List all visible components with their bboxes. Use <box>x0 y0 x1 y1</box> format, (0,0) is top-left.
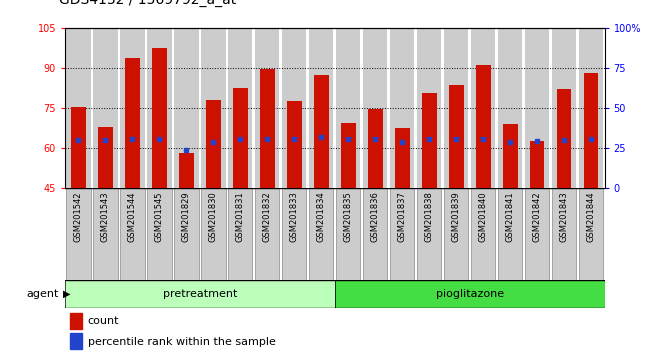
Bar <box>70 333 83 349</box>
Text: GSM201839: GSM201839 <box>452 191 461 242</box>
Bar <box>148 28 172 188</box>
Bar <box>202 28 226 188</box>
Bar <box>476 65 491 188</box>
Text: percentile rank within the sample: percentile rank within the sample <box>88 337 276 347</box>
Bar <box>335 280 604 308</box>
Bar <box>282 28 306 188</box>
Text: GSM201840: GSM201840 <box>478 191 488 242</box>
Bar <box>94 188 118 280</box>
Bar <box>287 101 302 188</box>
Bar <box>552 188 576 280</box>
Text: GSM201844: GSM201844 <box>586 191 595 242</box>
Bar <box>94 28 118 188</box>
Bar <box>498 188 522 280</box>
Text: GSM201837: GSM201837 <box>398 191 407 242</box>
Bar <box>179 153 194 188</box>
Bar <box>417 28 441 188</box>
Bar <box>444 188 468 280</box>
Bar <box>65 280 335 308</box>
Bar <box>148 188 172 280</box>
Bar <box>422 93 437 188</box>
Text: GSM201830: GSM201830 <box>209 191 218 242</box>
Text: pretreatment: pretreatment <box>162 289 237 299</box>
Text: count: count <box>88 316 119 326</box>
Text: GSM201843: GSM201843 <box>560 191 569 242</box>
Bar <box>552 28 576 188</box>
Bar <box>98 127 113 188</box>
Bar <box>255 188 280 280</box>
Bar <box>174 28 198 188</box>
Bar <box>282 188 306 280</box>
Bar <box>471 188 495 280</box>
Text: GSM201838: GSM201838 <box>424 191 434 242</box>
Bar <box>120 28 144 188</box>
Bar <box>233 88 248 188</box>
Text: GSM201832: GSM201832 <box>263 191 272 242</box>
Bar <box>556 90 571 188</box>
Bar <box>228 188 252 280</box>
Bar <box>390 188 414 280</box>
Text: GSM201544: GSM201544 <box>128 191 137 242</box>
Text: GDS4132 / 1569792_a_at: GDS4132 / 1569792_a_at <box>58 0 236 7</box>
Text: GSM201835: GSM201835 <box>344 191 353 242</box>
Bar <box>71 107 86 188</box>
Bar <box>390 28 414 188</box>
Text: GSM201829: GSM201829 <box>182 191 191 242</box>
Bar <box>363 28 387 188</box>
Bar <box>502 124 517 188</box>
Bar <box>66 28 90 188</box>
Text: agent: agent <box>26 289 58 299</box>
Bar <box>309 188 333 280</box>
Bar <box>498 28 522 188</box>
Bar <box>471 28 495 188</box>
Bar <box>336 188 360 280</box>
Bar <box>584 74 599 188</box>
Bar <box>70 313 83 329</box>
Text: ▶: ▶ <box>63 289 71 299</box>
Bar <box>202 188 226 280</box>
Bar <box>444 28 468 188</box>
Text: pioglitazone: pioglitazone <box>436 289 504 299</box>
Bar <box>125 58 140 188</box>
Bar <box>341 122 356 188</box>
Text: GSM201842: GSM201842 <box>532 191 541 242</box>
Bar <box>152 48 167 188</box>
Bar <box>363 188 387 280</box>
Bar <box>206 100 221 188</box>
Bar <box>309 28 333 188</box>
Bar <box>228 28 252 188</box>
Text: GSM201543: GSM201543 <box>101 191 110 242</box>
Bar <box>255 28 280 188</box>
Text: GSM201831: GSM201831 <box>236 191 245 242</box>
Bar <box>579 28 603 188</box>
Bar <box>336 28 360 188</box>
Bar <box>525 28 549 188</box>
Bar <box>66 188 90 280</box>
Bar <box>174 188 198 280</box>
Bar <box>448 85 463 188</box>
Bar <box>120 188 144 280</box>
Text: GSM201834: GSM201834 <box>317 191 326 242</box>
Bar <box>368 109 383 188</box>
Bar <box>417 188 441 280</box>
Bar <box>314 75 329 188</box>
Bar <box>525 188 549 280</box>
Text: GSM201833: GSM201833 <box>290 191 299 242</box>
Bar <box>530 141 545 188</box>
Bar <box>395 128 410 188</box>
Text: GSM201841: GSM201841 <box>506 191 515 242</box>
Bar <box>260 69 275 188</box>
Text: GSM201542: GSM201542 <box>74 191 83 242</box>
Text: GSM201545: GSM201545 <box>155 191 164 242</box>
Bar <box>579 188 603 280</box>
Text: GSM201836: GSM201836 <box>370 191 380 242</box>
